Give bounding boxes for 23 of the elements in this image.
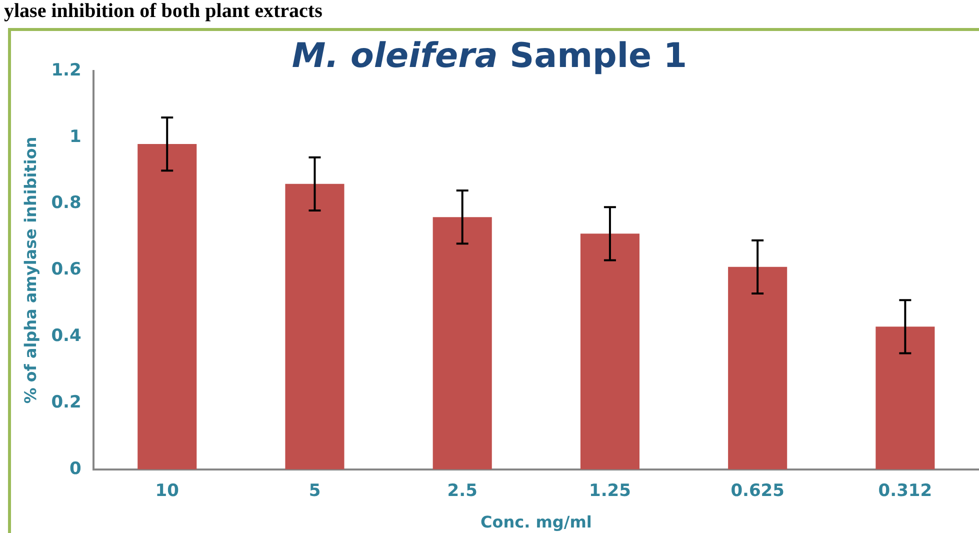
x-axis-title: Conc. mg/ml [480,512,592,532]
x-tick-label: 10 [155,481,180,502]
text: ylase inhibition of both plant extracts [4,0,322,23]
y-tick-label: 1 [69,126,82,147]
x-tick-label: 1.25 [588,481,631,502]
chart-title: M. oleifera Sample 1 [292,36,688,76]
x-tick-label: 5 [308,481,321,502]
y-axis-title: % of alpha amylase inhibition [20,136,40,404]
y-tick-label: 1.2 [51,60,82,80]
bar [580,234,640,470]
y-tick-label: 0.2 [51,392,82,412]
bar [728,266,788,470]
bar [285,184,344,470]
x-tick-label: 0.625 [730,481,784,502]
bar [138,144,197,470]
y-tick-label: 0.6 [51,260,82,280]
x-tick-label: 0.312 [878,481,932,502]
x-tick-label: 2.5 [447,481,478,502]
bar [876,326,935,470]
bar [432,217,492,470]
y-tick-label: 0.8 [51,193,82,214]
y-tick-label: 0.4 [51,326,82,346]
y-tick-label: 0 [69,458,82,479]
